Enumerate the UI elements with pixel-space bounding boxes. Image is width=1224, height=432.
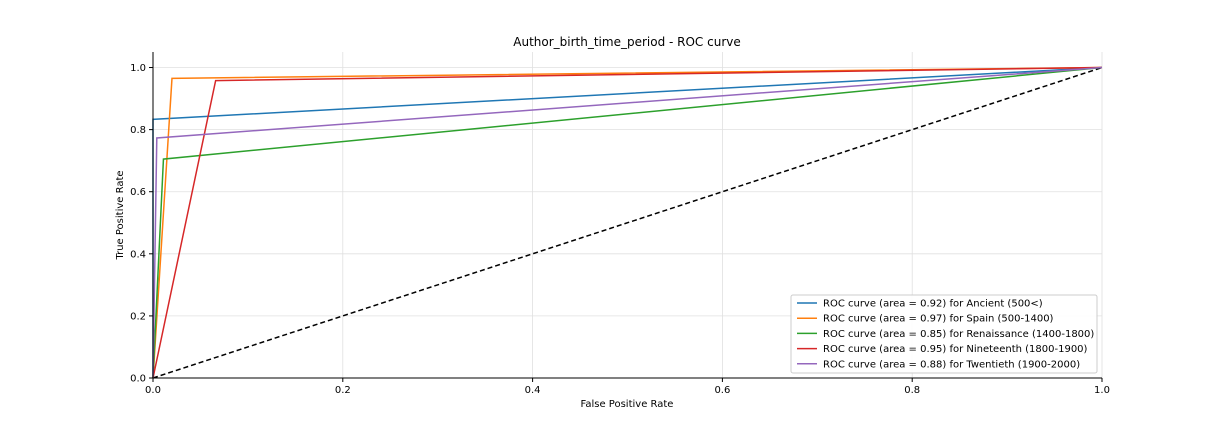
x-tick-label: 0.6 [714,385,730,396]
legend-frame [790,294,1098,374]
roc-series-line-1 [152,66,1103,379]
x-tick-label: 0.0 [145,385,161,396]
y-tick-label: 0.2 [130,311,146,322]
roc-series-line-3 [152,66,1103,379]
y-tick-label: 0.8 [130,125,146,136]
legend-entry-label: ROC curve (area = 0.97) for Spain (500-1… [823,314,1054,325]
x-ticks: 0.0 0.2 0.4 0.6 0.8 1.0 [145,378,1110,396]
legend-entry-label: ROC curve (area = 0.88) for Twentieth (1… [823,359,1080,370]
y-tick-label: 0.6 [130,187,146,198]
x-tick-label: 1.0 [1094,385,1110,396]
chance-diagonal-line [152,66,1103,379]
legend-entry-label: ROC curve (area = 0.85) for Renaissance … [823,329,1094,340]
y-ticks: 0.0 0.2 0.4 0.6 0.8 1.0 [130,63,153,385]
chart-title: Author_birth_time_period - ROC curve [513,35,741,49]
axes [152,52,1102,379]
legend-entry-label: ROC curve (area = 0.92) for Ancient (500… [823,299,1043,310]
x-tick-label: 0.8 [904,385,920,396]
y-tick-label: 1.0 [130,63,146,74]
y-tick-label: 0.0 [130,374,146,385]
x-axis-label: False Positive Rate [581,399,674,410]
x-tick-label: 0.4 [525,385,541,396]
legend-entry-label: ROC curve (area = 0.95) for Nineteenth (… [823,344,1088,355]
roc-series-line-4 [152,66,1103,379]
y-tick-label: 0.4 [130,249,146,260]
x-tick-label: 0.2 [335,385,351,396]
y-axis-label: True Positive Rate [115,170,126,260]
roc-series-line-2 [152,66,1103,379]
reference-line-group [152,66,1103,379]
legend: ROC curve (area = 0.92) for Ancient (500… [790,294,1098,374]
